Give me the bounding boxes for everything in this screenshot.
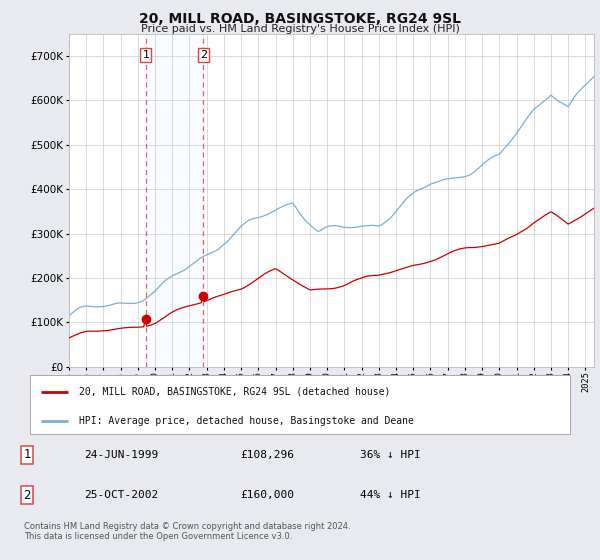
Text: HPI: Average price, detached house, Basingstoke and Deane: HPI: Average price, detached house, Basi… bbox=[79, 416, 413, 426]
Text: 44% ↓ HPI: 44% ↓ HPI bbox=[360, 490, 421, 500]
Text: 2: 2 bbox=[23, 489, 31, 502]
Text: 20, MILL ROAD, BASINGSTOKE, RG24 9SL (detached house): 20, MILL ROAD, BASINGSTOKE, RG24 9SL (de… bbox=[79, 386, 390, 396]
Text: £108,296: £108,296 bbox=[240, 450, 294, 460]
Text: 2: 2 bbox=[200, 50, 207, 60]
Text: Contains HM Land Registry data © Crown copyright and database right 2024.
This d: Contains HM Land Registry data © Crown c… bbox=[24, 522, 350, 542]
Text: 20, MILL ROAD, BASINGSTOKE, RG24 9SL: 20, MILL ROAD, BASINGSTOKE, RG24 9SL bbox=[139, 12, 461, 26]
Text: 36% ↓ HPI: 36% ↓ HPI bbox=[360, 450, 421, 460]
Text: 24-JUN-1999: 24-JUN-1999 bbox=[84, 450, 158, 460]
Text: Price paid vs. HM Land Registry's House Price Index (HPI): Price paid vs. HM Land Registry's House … bbox=[140, 24, 460, 34]
Bar bbox=[146, 34, 203, 367]
Text: 1: 1 bbox=[142, 50, 149, 60]
Text: 1: 1 bbox=[23, 448, 31, 461]
Text: 25-OCT-2002: 25-OCT-2002 bbox=[84, 490, 158, 500]
Text: £160,000: £160,000 bbox=[240, 490, 294, 500]
